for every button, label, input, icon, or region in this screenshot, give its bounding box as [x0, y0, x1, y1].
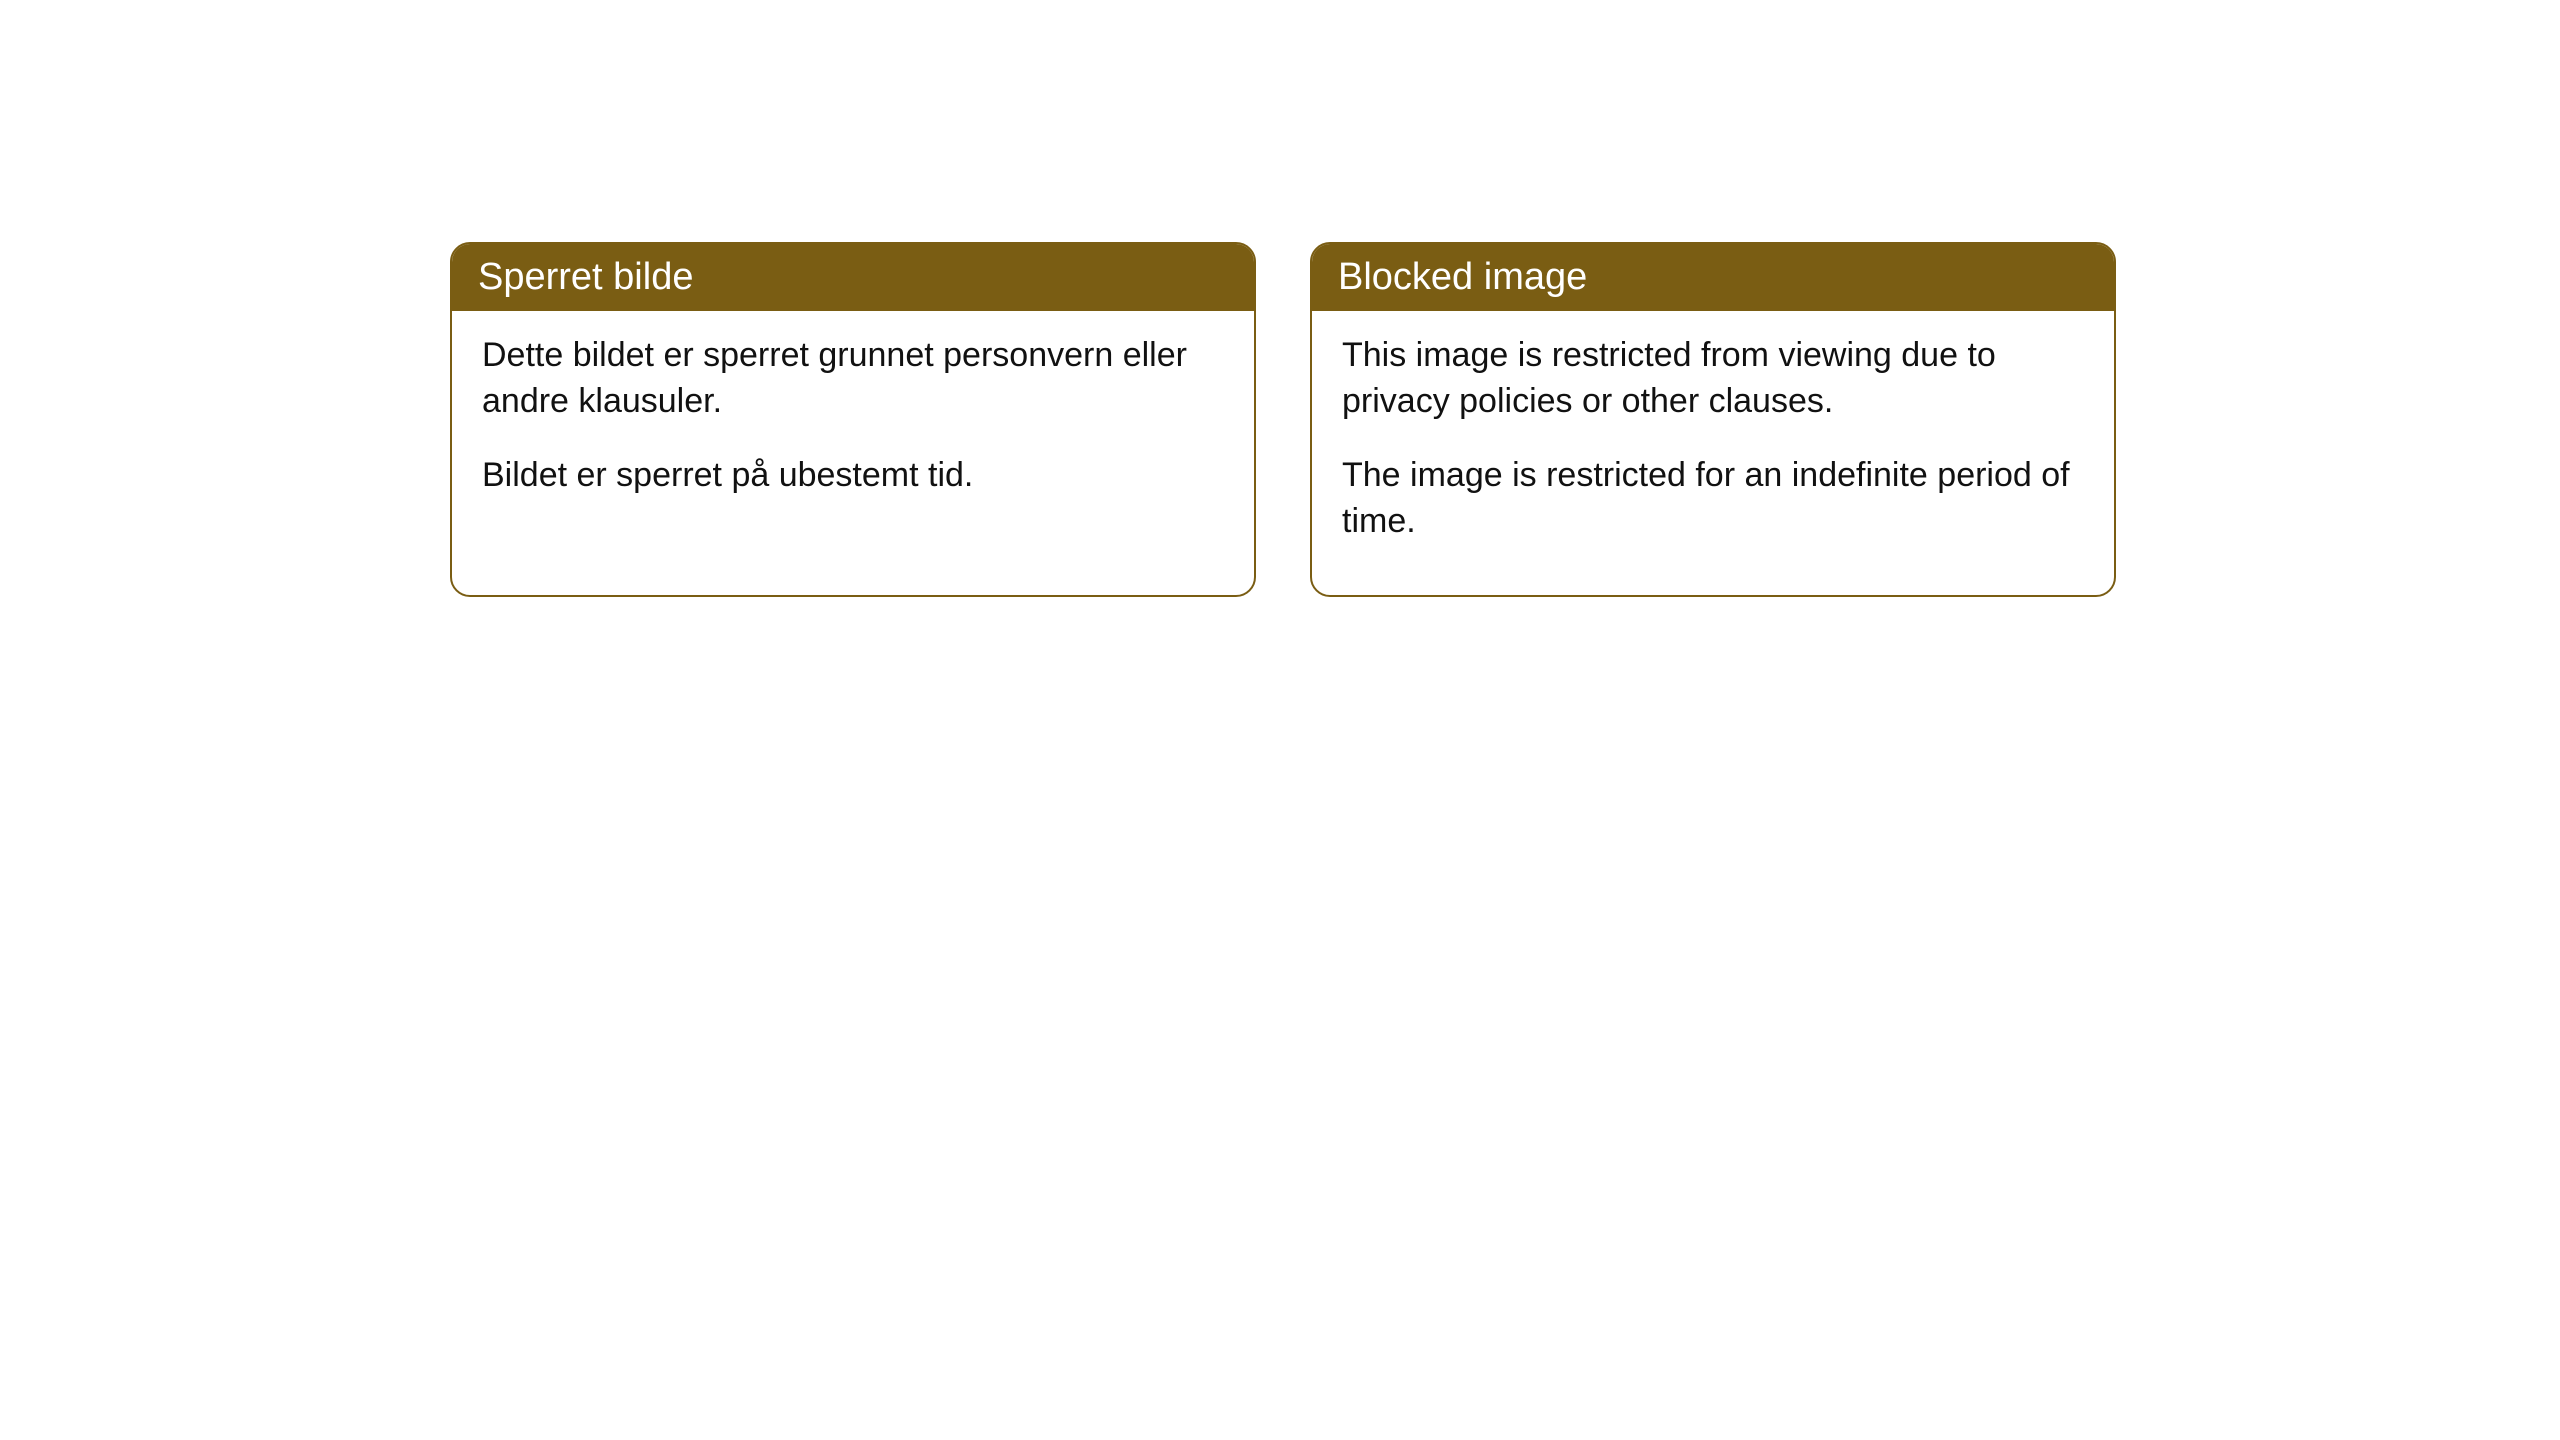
- paragraph: This image is restricted from viewing du…: [1342, 333, 2084, 425]
- card-body: Dette bildet er sperret grunnet personve…: [452, 311, 1254, 549]
- card-header: Sperret bilde: [452, 244, 1254, 311]
- paragraph: Bildet er sperret på ubestemt tid.: [482, 453, 1224, 499]
- notice-card-norwegian: Sperret bilde Dette bildet er sperret gr…: [450, 242, 1256, 597]
- card-header: Blocked image: [1312, 244, 2114, 311]
- paragraph: Dette bildet er sperret grunnet personve…: [482, 333, 1224, 425]
- notice-container: Sperret bilde Dette bildet er sperret gr…: [0, 0, 2560, 597]
- card-body: This image is restricted from viewing du…: [1312, 311, 2114, 595]
- paragraph: The image is restricted for an indefinit…: [1342, 453, 2084, 545]
- notice-card-english: Blocked image This image is restricted f…: [1310, 242, 2116, 597]
